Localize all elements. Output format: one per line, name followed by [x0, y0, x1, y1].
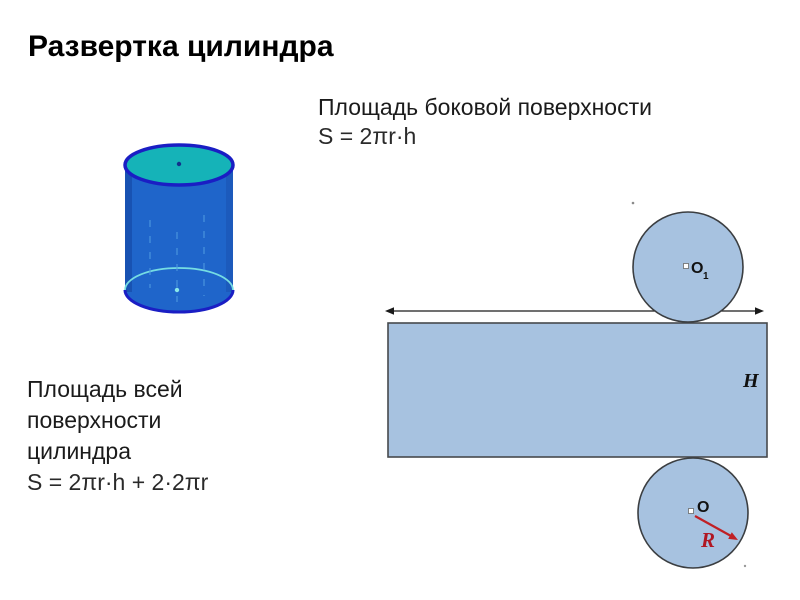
cylinder-3d-image	[123, 143, 235, 314]
top-circle-label-subscript: 1	[703, 271, 709, 282]
width-arrow-right-head	[755, 307, 764, 315]
radius-label: R	[700, 528, 715, 552]
cylinder-right-shade	[226, 168, 233, 292]
page-title: Развертка цилиндра	[28, 30, 334, 63]
total-area-caption-line1: Площадь всей	[27, 376, 183, 402]
cylinder-left-shade	[125, 168, 132, 292]
total-area-formula: S = 2πr·h + 2·2πr	[27, 469, 209, 495]
lateral-surface-rectangle	[387, 322, 768, 458]
total-area-caption-line3: цилиндра	[27, 438, 131, 464]
radius-arrow-line	[694, 515, 732, 537]
width-arrow-left-head	[385, 307, 394, 315]
top-circle-center-mark	[683, 263, 689, 269]
cylinder-bottom-center-dot	[174, 287, 180, 293]
lateral-area-caption: Площадь боковой поверхности	[318, 94, 652, 120]
bottom-circle-label: O	[697, 499, 709, 516]
cylinder-top-center-dot	[176, 161, 182, 167]
speck-dot-bottom	[743, 564, 747, 568]
bottom-circle-center-mark	[688, 508, 694, 514]
cylinder-body	[125, 165, 233, 313]
lateral-area-block: Площадь боковой поверхности S = 2πr·h	[318, 93, 652, 151]
cylinder-bottom-rim	[123, 289, 235, 314]
height-label: H	[742, 370, 760, 392]
top-circle-label: O	[691, 260, 703, 277]
cylinder-reflection-dashes	[149, 215, 205, 302]
total-area-caption-line2: поверхности	[27, 407, 162, 433]
cylinder-development-diagram: O 1 O H R	[385, 201, 768, 569]
lateral-area-formula: S = 2πr·h	[318, 123, 417, 149]
speck-dot-top	[631, 201, 635, 205]
total-area-block: Площадь всей поверхности цилиндра S = 2π…	[27, 374, 208, 498]
radius-arrow-head	[728, 532, 738, 540]
cylinder-bottom-edge-highlight	[124, 267, 234, 291]
